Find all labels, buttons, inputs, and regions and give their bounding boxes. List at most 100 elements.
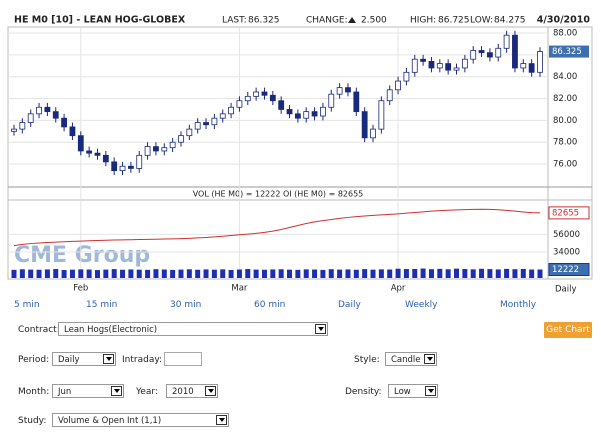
month-value: Jun	[58, 387, 72, 397]
volume-bar	[537, 269, 543, 278]
candle-body	[69, 126, 76, 137]
candle-body	[470, 50, 477, 60]
intraday-label: Intraday:	[122, 355, 163, 365]
candle-body	[211, 117, 218, 126]
volume-bar	[320, 269, 326, 278]
candle-body	[86, 150, 93, 154]
volume-bar	[470, 269, 476, 278]
candle-body	[186, 128, 193, 137]
link[interactable]: 60 min	[254, 300, 286, 310]
volume-bar	[362, 269, 368, 278]
y-tick-label: 78.00	[553, 138, 577, 148]
volume-bar	[337, 269, 343, 278]
candle-body	[136, 154, 143, 169]
low-label: LOW:	[470, 16, 493, 26]
volume-bar	[312, 269, 318, 278]
period-value: Daily	[58, 355, 80, 365]
volume-bar	[353, 269, 359, 278]
volume-bar	[270, 269, 276, 278]
low: 84.275	[494, 16, 526, 26]
candle-body	[52, 111, 59, 119]
candle-body	[461, 58, 468, 69]
candle-body	[453, 67, 460, 71]
volume-bar	[245, 269, 251, 278]
volume-bar	[437, 268, 443, 278]
candle-body	[370, 128, 376, 139]
density-select[interactable]: Low	[388, 384, 438, 398]
high-label: HIGH:	[410, 16, 436, 26]
year-label: Year:	[136, 387, 158, 397]
link[interactable]: Weekly	[405, 300, 438, 310]
candle-body	[320, 106, 326, 117]
style-select[interactable]: Candle	[385, 352, 437, 366]
volume-bar	[295, 269, 301, 278]
link[interactable]: 5 min	[14, 300, 40, 310]
year-select[interactable]: 2010	[166, 384, 218, 398]
volume-bar	[236, 269, 242, 278]
candle-body	[411, 58, 418, 73]
dropdown-arrow	[111, 386, 122, 396]
candle-body	[378, 100, 385, 130]
candle-body	[528, 63, 535, 73]
candle-body	[144, 146, 151, 156]
volume-bar	[153, 269, 159, 278]
candle-body	[278, 100, 285, 110]
volume-bar	[479, 268, 485, 278]
date: 4/30/2010	[537, 15, 591, 26]
candle-body	[127, 165, 134, 169]
link[interactable]: 30 min	[170, 300, 202, 310]
candle-body	[203, 122, 209, 126]
candle-body	[11, 128, 17, 132]
style-value: Candle	[391, 355, 421, 365]
change: 2.500	[361, 16, 387, 26]
candle-body	[244, 95, 251, 102]
volume-bar	[520, 268, 526, 278]
candle-body	[395, 80, 401, 91]
candle-body	[111, 161, 118, 172]
volume-bar	[19, 269, 25, 278]
month-select[interactable]: Jun	[52, 384, 124, 398]
last-value-box	[548, 206, 590, 220]
dropdown-arrow	[315, 324, 326, 334]
candle-body	[403, 71, 410, 82]
x-tick-label: Mar	[231, 284, 248, 294]
contract-value: Lean Hogs(Electronic)	[64, 325, 158, 335]
candle-body	[169, 141, 176, 149]
volume-bar	[161, 269, 167, 278]
volume-bar	[11, 269, 17, 278]
last-value: 12222	[552, 265, 579, 275]
volume-bar	[136, 269, 142, 278]
contract-select[interactable]: Lean Hogs(Electronic)	[58, 322, 328, 336]
volume-bar	[412, 268, 418, 278]
volume-bar	[86, 269, 92, 278]
x-tick-label: Feb	[73, 284, 88, 294]
candle-body	[361, 111, 368, 139]
link[interactable]: Monthly	[500, 300, 537, 310]
volume-bar	[211, 269, 217, 278]
candle-body	[428, 61, 435, 69]
period-select[interactable]: Daily	[52, 352, 116, 366]
volume-bar	[454, 268, 460, 278]
link[interactable]: 15 min	[86, 300, 118, 310]
volume-bar	[495, 269, 501, 278]
candle-body	[61, 117, 67, 128]
intraday-input[interactable]	[164, 352, 202, 366]
volume-bar	[303, 269, 309, 278]
month-label: Month:	[18, 387, 50, 397]
last-value-box	[548, 263, 590, 277]
volume-bar	[203, 269, 209, 278]
volume-bar	[504, 268, 510, 278]
high: 86.725	[438, 16, 470, 26]
x-tick-label: Apr	[391, 284, 406, 294]
link[interactable]: Daily	[338, 300, 361, 310]
get-chart-button[interactable]: Get Chart	[544, 322, 592, 338]
last-price: 86.325	[552, 47, 582, 57]
volume-bar	[287, 269, 293, 278]
volume-bar	[428, 269, 434, 278]
candle-body	[153, 146, 159, 152]
volume-bar	[328, 269, 334, 278]
candle-body	[178, 135, 184, 143]
study-select[interactable]: Volume & Open Int (1,1)	[52, 413, 229, 427]
volume-bar	[145, 269, 151, 278]
oi-line	[13, 208, 541, 247]
